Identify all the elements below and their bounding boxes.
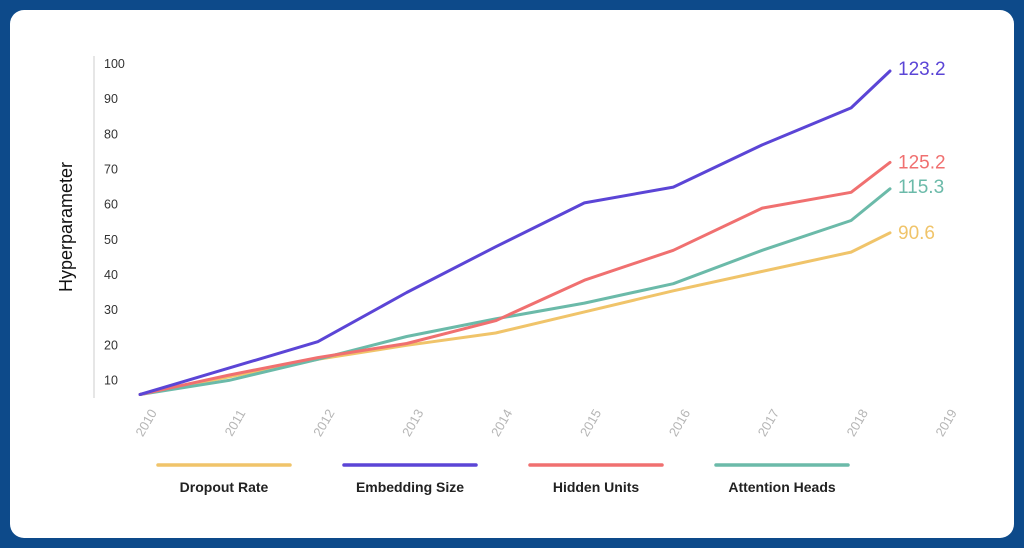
chart-card: [10, 10, 1014, 538]
y-tick-label: 10: [104, 373, 118, 387]
y-tick-label: 70: [104, 162, 118, 176]
end-value-label: 115.3: [898, 177, 944, 198]
y-tick-label: 90: [104, 92, 118, 106]
x-tick-label: 2011: [222, 407, 249, 439]
legend-label: Hidden Units: [553, 479, 640, 495]
x-tick-label: 2017: [755, 406, 782, 439]
y-tick-label: 30: [104, 303, 118, 317]
x-tick-label: 2014: [488, 406, 515, 439]
y-axis-label: Hyperparameter: [56, 162, 76, 292]
series-line-embedding-size: [138, 69, 892, 396]
x-tick-label: 2016: [666, 406, 693, 439]
y-tick-label: 80: [104, 127, 118, 141]
series-line-attention-heads: [138, 187, 892, 396]
series-line-dropout-rate: [138, 231, 892, 396]
x-tick-label: 2018: [843, 406, 870, 439]
y-tick-label: 100: [104, 57, 125, 71]
x-tick-label: 2010: [132, 406, 159, 439]
legend-label: Attention Heads: [728, 479, 836, 495]
y-tick-label: 50: [104, 233, 118, 247]
y-tick-label: 40: [104, 268, 118, 282]
legend-label: Dropout Rate: [180, 479, 269, 495]
x-tick-label: 2012: [310, 406, 337, 439]
y-tick-label: 20: [104, 338, 118, 352]
series-line-hidden-units: [138, 160, 892, 396]
end-value-label: 90.6: [898, 223, 935, 244]
y-tick-label: 60: [104, 198, 118, 212]
end-value-label: 123.2: [898, 59, 946, 80]
end-value-label: 125.2: [898, 152, 946, 173]
x-tick-label: 2019: [932, 406, 959, 439]
x-tick-label: 2015: [577, 406, 604, 439]
x-tick-label: 2013: [399, 406, 426, 439]
legend-label: Embedding Size: [356, 479, 464, 495]
